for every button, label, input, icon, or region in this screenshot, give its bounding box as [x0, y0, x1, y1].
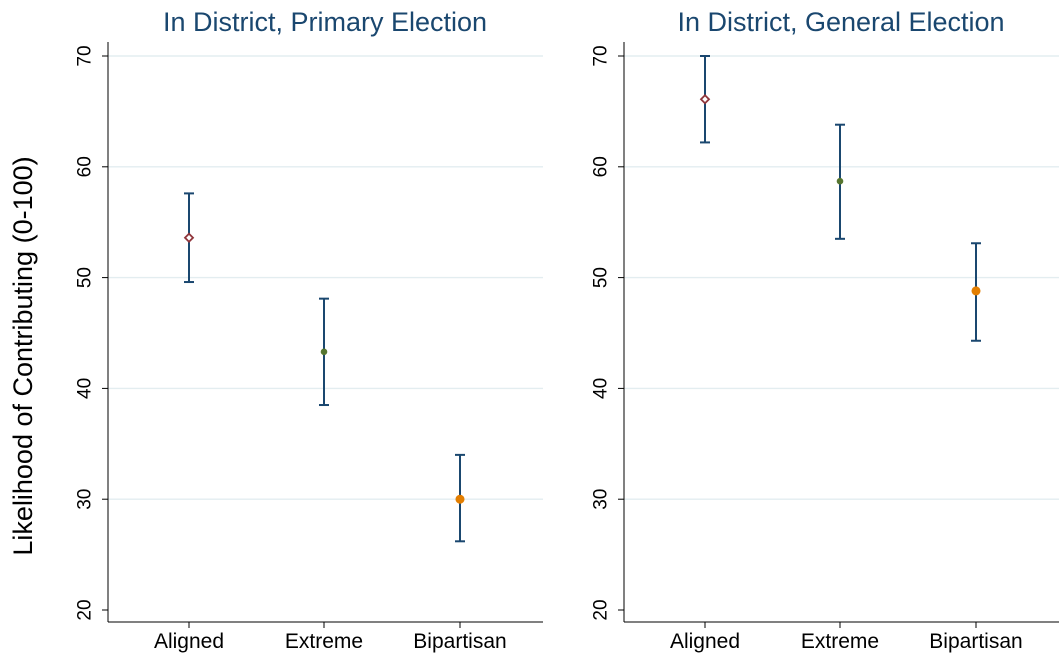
x-ticks-primary: Aligned Extreme Bipartisan [154, 622, 507, 653]
y-tick-label-primary-60: 60 [75, 156, 96, 177]
panel-primary: In District, Primary Election 20 30 40 50 60… [75, 7, 543, 653]
gridlines-primary [108, 55, 543, 500]
x-ticks-general: Aligned Extreme Bipartisan [670, 622, 1023, 653]
x-tick-label-primary-extreme: Extreme [285, 630, 363, 653]
y-tick-label-primary-50: 50 [75, 267, 96, 288]
y-ticks-general: 20 30 40 50 60 70 [591, 45, 624, 621]
y-axis-title: Likelihood of Contributing (0-100) [8, 156, 38, 555]
x-tick-label-general-extreme: Extreme [801, 630, 879, 653]
x-tick-label-general-aligned: Aligned [670, 630, 740, 653]
point-general-extreme [836, 177, 844, 185]
y-tick-label-general-40: 40 [591, 378, 612, 399]
y-tick-label-primary-20: 20 [75, 599, 96, 620]
y-ticks-primary: 20 30 40 50 60 70 [75, 45, 108, 621]
point-general-aligned [699, 93, 711, 105]
y-tick-label-general-20: 20 [591, 599, 612, 620]
point-primary-bipartisan [455, 494, 465, 504]
points-general [699, 93, 981, 296]
x-tick-label-primary-aligned: Aligned [154, 630, 224, 653]
panel-title-general: In District, General Election [677, 7, 1004, 37]
y-tick-label-general-70: 70 [591, 45, 612, 66]
point-general-bipartisan [971, 286, 981, 296]
x-tick-label-general-bipartisan: Bipartisan [929, 630, 1022, 653]
y-tick-label-primary-30: 30 [75, 489, 96, 510]
point-primary-aligned [183, 232, 195, 243]
errorbars-general [700, 55, 981, 342]
y-tick-label-general-60: 60 [591, 156, 612, 177]
y-tick-label-primary-70: 70 [75, 45, 96, 66]
panel-general: In District, General Election 20 30 40 50 60… [591, 7, 1059, 653]
y-tick-label-general-30: 30 [591, 489, 612, 510]
y-tick-label-general-50: 50 [591, 267, 612, 288]
panel-title-primary: In District, Primary Election [163, 7, 487, 37]
point-primary-extreme [320, 348, 328, 356]
y-tick-label-primary-40: 40 [75, 378, 96, 399]
errorbars-primary [184, 192, 465, 543]
gridlines-general [624, 55, 1059, 500]
points-primary [183, 232, 465, 504]
x-tick-label-primary-bipartisan: Bipartisan [413, 630, 506, 653]
